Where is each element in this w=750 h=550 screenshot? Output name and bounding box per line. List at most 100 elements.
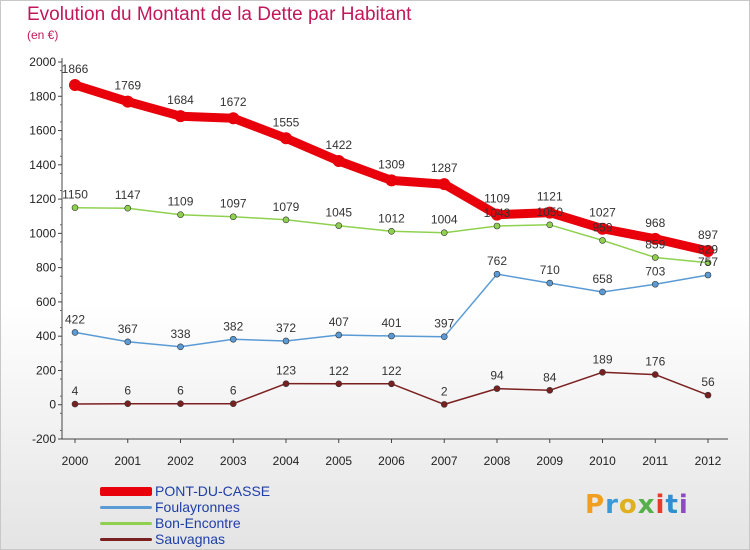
data-point-foulayronnes	[177, 343, 184, 351]
data-label-pont-du-casse: 897	[698, 228, 718, 242]
y-tick-label: 1600	[29, 124, 56, 138]
data-point-pont-du-casse	[227, 112, 240, 125]
x-tick-label: 2000	[62, 454, 89, 468]
data-point-pont-du-casse	[69, 78, 81, 91]
y-tick-label: 0	[49, 398, 56, 412]
y-tick-label: 1800	[29, 89, 56, 103]
proxiti-logo: Proxiti	[585, 490, 689, 520]
data-label-bon-encontre: 1150	[62, 188, 88, 202]
x-tick-label: 2001	[114, 454, 141, 468]
x-tick-label: 2012	[695, 454, 722, 468]
data-point-foulayronnes	[388, 332, 395, 340]
data-label-foulayronnes: 367	[118, 322, 138, 336]
data-label-foulayronnes: 762	[487, 254, 507, 268]
data-label-sauvagnas: 2	[441, 384, 448, 398]
data-label-sauvagnas: 56	[701, 375, 715, 389]
logo-letter: i	[678, 490, 689, 520]
data-point-bon-encontre	[282, 216, 290, 224]
data-label-bon-encontre: 829	[698, 243, 718, 257]
data-point-bon-encontre	[493, 222, 501, 230]
data-point-sauvagnas	[124, 400, 132, 407]
data-label-sauvagnas: 122	[381, 364, 401, 378]
data-point-sauvagnas	[282, 380, 290, 387]
data-label-sauvagnas: 84	[543, 370, 557, 384]
data-label-sauvagnas: 123	[276, 364, 296, 378]
data-point-bon-encontre	[124, 204, 132, 212]
data-point-bon-encontre	[651, 254, 659, 261]
data-label-foulayronnes: 703	[645, 264, 665, 278]
data-label-pont-du-casse: 1422	[325, 138, 352, 152]
data-point-pont-du-casse	[543, 206, 556, 219]
data-point-bon-encontre	[440, 229, 448, 236]
x-tick-label: 2008	[484, 454, 511, 468]
data-point-pont-du-casse	[385, 174, 398, 187]
data-point-sauvagnas	[546, 387, 554, 394]
data-point-sauvagnas	[229, 400, 237, 407]
logo-letter: o	[618, 490, 638, 520]
legend-label: Bon-Encontre	[155, 515, 241, 531]
data-label-pont-du-casse: 1672	[220, 95, 247, 109]
logo-letter: r	[605, 490, 619, 520]
data-label-sauvagnas: 6	[124, 384, 131, 398]
x-tick-label: 2011	[642, 454, 668, 468]
data-point-foulayronnes	[282, 337, 290, 345]
legend-label: Sauvagnas	[155, 531, 226, 547]
data-label-foulayronnes: 757	[698, 255, 718, 269]
data-point-foulayronnes	[546, 279, 554, 287]
data-point-pont-du-casse	[121, 95, 134, 108]
data-label-bon-encontre: 1079	[273, 200, 300, 214]
data-label-bon-encontre: 1012	[378, 211, 405, 225]
data-label-pont-du-casse: 1121	[537, 190, 563, 204]
data-label-foulayronnes: 372	[276, 321, 296, 335]
data-point-sauvagnas	[704, 391, 712, 399]
data-point-sauvagnas	[651, 371, 659, 378]
data-point-sauvagnas	[335, 380, 343, 388]
data-label-foulayronnes: 422	[65, 312, 85, 326]
data-label-foulayronnes: 658	[592, 272, 612, 286]
legend-swatch-bon-encontre	[100, 522, 152, 525]
data-label-bon-encontre: 1050	[536, 205, 563, 219]
y-tick-label: 1400	[29, 158, 56, 172]
data-point-sauvagnas	[599, 369, 606, 376]
data-point-sauvagnas	[388, 380, 395, 388]
data-label-sauvagnas: 4	[72, 384, 79, 398]
data-label-foulayronnes: 401	[381, 316, 401, 330]
data-label-bon-encontre: 1097	[220, 197, 247, 211]
data-label-pont-du-casse: 1555	[273, 115, 300, 129]
data-label-pont-du-casse: 1866	[62, 62, 89, 76]
data-label-sauvagnas: 6	[230, 384, 237, 398]
data-point-bon-encontre	[335, 222, 343, 229]
data-point-bon-encontre	[599, 237, 606, 244]
logo-letter: t	[665, 490, 679, 520]
data-point-foulayronnes	[599, 288, 606, 296]
chart-subtitle: (en €)	[27, 28, 59, 42]
data-point-foulayronnes	[335, 331, 343, 339]
data-label-bon-encontre: 1045	[325, 206, 352, 220]
data-point-bon-encontre	[704, 259, 712, 266]
x-tick-label: 2007	[431, 454, 458, 468]
legend-swatch-foulayronnes	[100, 506, 152, 509]
data-label-pont-du-casse: 968	[645, 216, 665, 230]
data-label-foulayronnes: 407	[329, 315, 349, 329]
data-point-sauvagnas	[440, 401, 448, 408]
logo-letter: P	[585, 490, 606, 520]
data-label-foulayronnes: 710	[540, 263, 560, 277]
x-tick-label: 2006	[378, 454, 405, 468]
data-point-bon-encontre	[546, 221, 554, 229]
x-tick-label: 2005	[325, 454, 352, 468]
data-label-bon-encontre: 1109	[168, 195, 194, 209]
data-point-foulayronnes	[651, 280, 659, 288]
data-point-foulayronnes	[124, 338, 132, 346]
data-point-pont-du-casse	[702, 245, 714, 258]
data-label-pont-du-casse: 1109	[484, 192, 510, 206]
data-point-pont-du-casse	[649, 232, 662, 245]
data-point-bon-encontre	[71, 204, 79, 211]
legend-label: PONT-DU-CASSE	[155, 483, 271, 499]
data-label-sauvagnas: 122	[329, 364, 349, 378]
data-label-pont-du-casse: 1027	[589, 206, 616, 220]
data-point-foulayronnes	[704, 271, 712, 279]
data-point-sauvagnas	[71, 400, 79, 408]
logo-letter: i	[655, 490, 666, 520]
